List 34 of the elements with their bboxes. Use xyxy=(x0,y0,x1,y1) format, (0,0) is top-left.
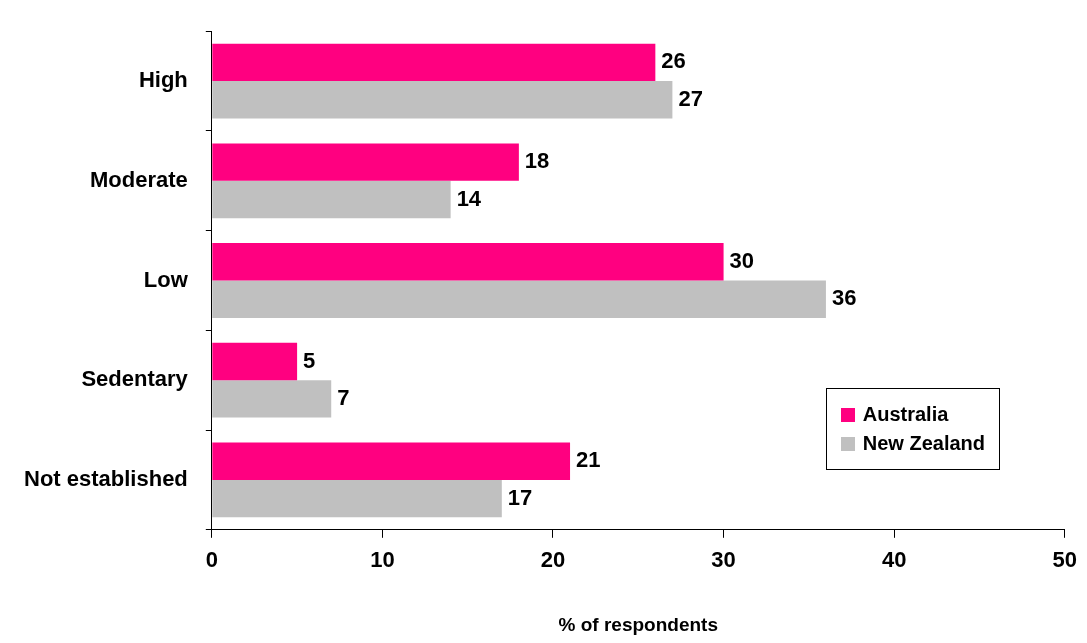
x-tick-label: 50 xyxy=(1052,547,1078,573)
y-tick-label: Sedentary xyxy=(81,366,189,392)
y-tick-label: Low xyxy=(143,266,189,292)
data-label: 27 xyxy=(678,85,703,111)
y-tick-label: Not established xyxy=(24,466,188,491)
bar xyxy=(212,442,571,480)
y-tick-label: High xyxy=(138,67,188,93)
y-tick-label: Moderate xyxy=(90,166,188,192)
legend-label: New Zealand xyxy=(862,432,985,455)
x-tick-label: 10 xyxy=(370,547,395,573)
x-axis-title: % of respondents xyxy=(558,613,718,635)
data-label: 26 xyxy=(661,48,686,74)
data-label: 5 xyxy=(303,347,316,373)
bar xyxy=(212,143,519,181)
bar xyxy=(212,180,451,219)
x-tick-label: 0 xyxy=(205,547,218,573)
bar xyxy=(212,81,673,119)
data-label: 36 xyxy=(831,285,857,311)
data-label: 14 xyxy=(456,185,482,211)
x-tick-label: 30 xyxy=(711,547,736,573)
x-tick-label: 40 xyxy=(881,547,907,573)
bar xyxy=(212,342,298,381)
bar xyxy=(212,280,826,318)
bar xyxy=(212,479,502,518)
data-label: 7 xyxy=(337,384,350,410)
x-tick-label: 20 xyxy=(540,547,566,573)
bar xyxy=(212,243,724,281)
data-label: 21 xyxy=(576,447,601,473)
bar xyxy=(212,43,656,82)
data-label: 30 xyxy=(729,247,755,273)
data-label: 18 xyxy=(524,148,550,174)
data-label: 17 xyxy=(507,484,533,510)
bar xyxy=(212,380,332,418)
legend-label: Australia xyxy=(862,403,949,426)
